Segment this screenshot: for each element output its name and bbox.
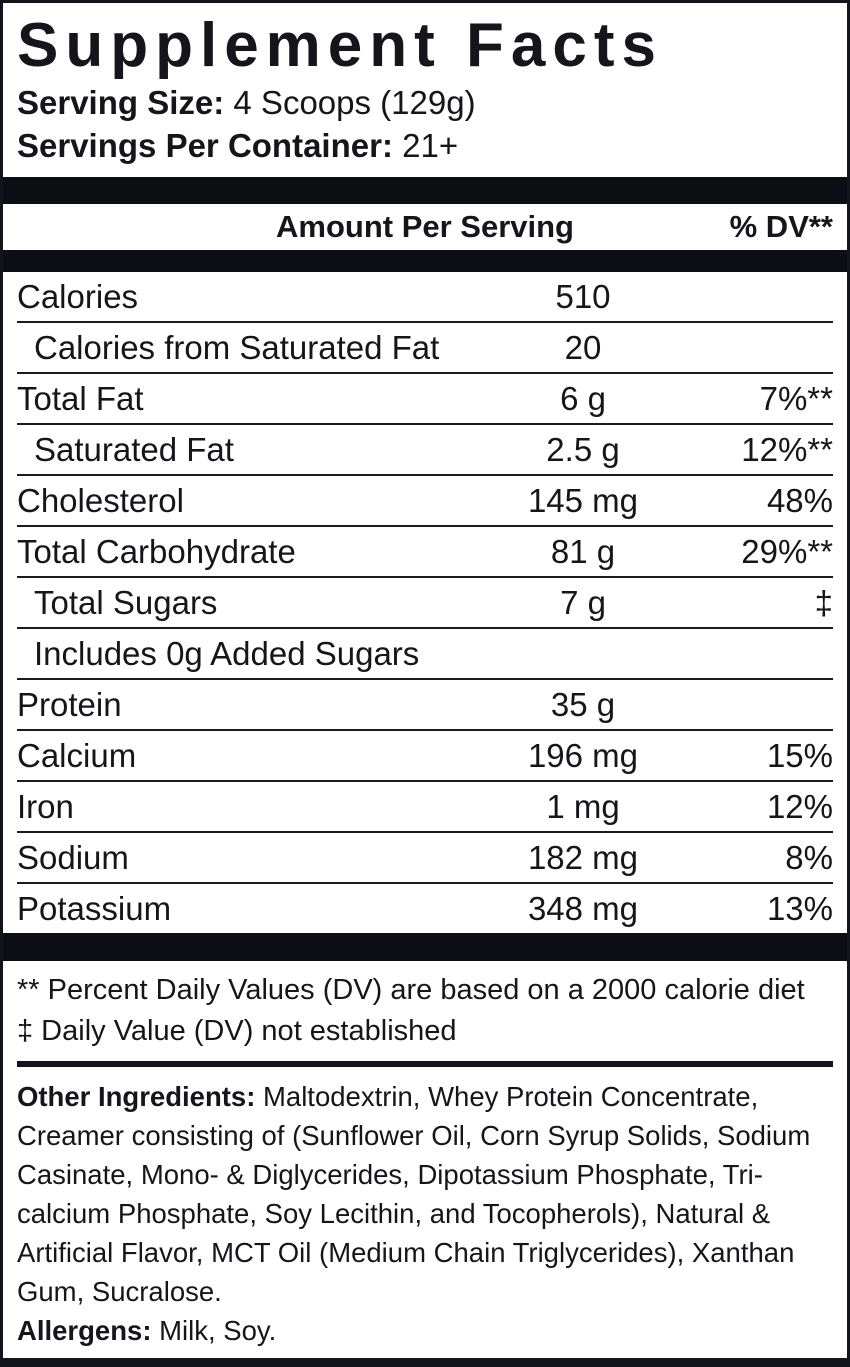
servings-per-container-line: Servings Per Container: 21+ [17,124,833,167]
nutrient-amount: 1 mg [546,787,620,825]
other-ingredients-text: Maltodextrin, Whey Protein Concentrate, … [17,1081,811,1307]
nutrient-dv: ‡ [814,583,833,621]
table-row: Total Carbohydrate 81 g 29%** [17,527,833,578]
nutrient-name: Iron [17,787,74,825]
nutrient-dv: 13% [766,889,833,927]
nutrient-name: Protein [17,685,122,723]
amount-per-serving-header: Amount Per Serving [276,209,574,244]
table-row: Calories 510 [17,272,833,323]
serving-size-label: Serving Size: [17,84,234,121]
footnote-dv-not-established: ‡ Daily Value (DV) not established [17,1015,457,1047]
servings-per-container-value: 21+ [402,127,459,164]
table-row: Total Fat 6 g 7%** [17,374,833,425]
table-row: Total Sugars 7 g ‡ [17,578,833,629]
nutrient-amount: 145 mg [527,481,639,519]
nutrient-name: Saturated Fat [34,430,234,468]
allergens-label: Allergens: [17,1315,160,1346]
nutrient-name: Calories [17,277,139,315]
divider-bar-header [3,250,847,272]
serving-size-value: 4 Scoops (129g) [233,84,476,121]
percent-dv-header: % DV** [729,209,833,244]
nutrient-name: Total Carbohydrate [17,532,296,570]
nutrient-amount: 6 g [560,379,606,417]
nutrient-dv: 48% [766,481,833,519]
table-row: Calcium 196 mg 15% [17,731,833,782]
other-ingredients-label: Other Ingredients: [17,1081,263,1112]
nutrient-amount: 348 mg [527,889,639,927]
allergens-text: Milk, Soy. [159,1315,277,1346]
nutrient-amount: 182 mg [527,838,639,876]
ingredients-divider-rule [17,1061,833,1067]
footnote-daily-values: ** Percent Daily Values (DV) are based o… [17,974,805,1006]
nutrient-amount: 2.5 g [546,430,620,468]
nutrient-name: Potassium [17,889,172,927]
nutrient-amount: 510 [555,277,611,315]
other-ingredients-paragraph: Other Ingredients: Maltodextrin, Whey Pr… [17,1077,833,1311]
servings-per-container-label: Servings Per Container: [17,127,403,164]
nutrient-name: Includes 0g Added Sugars [34,634,420,672]
nutrient-dv: 8% [785,838,833,876]
nutrient-dv: 12% [766,787,833,825]
table-row: Includes 0g Added Sugars [17,629,833,680]
table-header-row: Amount Per Serving % DV** [17,204,833,250]
serving-size-line: Serving Size: 4 Scoops (129g) [17,81,833,124]
nutrient-name: Calories from Saturated Fat [34,328,440,366]
nutrient-amount: 81 g [550,532,616,570]
table-row: Saturated Fat 2.5 g 12%** [17,425,833,476]
nutrient-name: Total Sugars [34,583,218,621]
divider-bar-top [3,177,847,204]
table-row: Sodium 182 mg 8% [17,833,833,884]
table-row: Protein 35 g [17,680,833,731]
table-row: Cholesterol 145 mg 48% [17,476,833,527]
nutrient-dv: 7%** [759,379,833,417]
nutrient-dv: 15% [766,736,833,774]
nutrient-amount: 20 [564,328,602,366]
nutrient-name: Total Fat [17,379,144,417]
nutrient-rows: Calories 510 Calories from Saturated Fat… [17,272,833,933]
table-row: Potassium 348 mg 13% [17,884,833,933]
footnotes: ** Percent Daily Values (DV) are based o… [17,961,833,1052]
nutrient-dv: 29%** [741,532,833,570]
table-row: Calories from Saturated Fat 20 [17,323,833,374]
label-title: Supplement Facts [17,11,663,80]
nutrient-name: Sodium [17,838,129,876]
allergens-line: Allergens: Milk, Soy. [17,1311,833,1350]
table-row: Iron 1 mg 12% [17,782,833,833]
nutrient-amount: 196 mg [527,736,639,774]
nutrient-name: Calcium [17,736,137,774]
nutrient-name: Cholesterol [17,481,184,519]
nutrient-dv: 12%** [741,430,833,468]
divider-bar-footer [3,933,847,961]
nutrient-amount: 7 g [560,583,606,621]
nutrient-amount: 35 g [550,685,616,723]
